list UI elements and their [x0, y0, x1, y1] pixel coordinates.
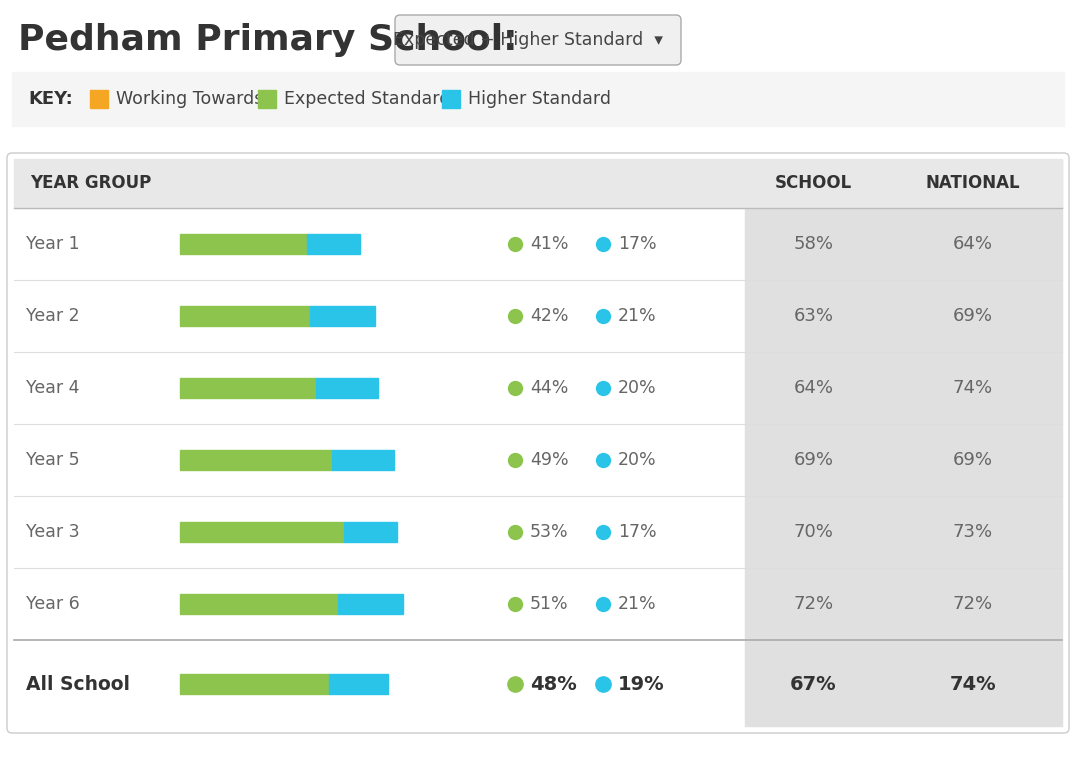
Bar [310, 306, 376, 326]
Text: 21%: 21% [618, 307, 656, 325]
Text: 44%: 44% [530, 379, 568, 397]
Text: 48%: 48% [530, 675, 577, 694]
Text: KEY:: KEY: [28, 90, 73, 108]
Bar [307, 234, 359, 254]
Bar [14, 159, 1062, 208]
Text: 72%: 72% [793, 595, 834, 613]
Text: 69%: 69% [793, 451, 834, 469]
Text: Year 4: Year 4 [26, 379, 80, 397]
Text: SCHOOL: SCHOOL [775, 174, 852, 192]
Text: 74%: 74% [953, 379, 993, 397]
Bar [180, 674, 329, 694]
Text: 19%: 19% [618, 675, 665, 694]
Text: 69%: 69% [953, 451, 993, 469]
Text: YEAR GROUP: YEAR GROUP [30, 174, 152, 192]
Text: 51%: 51% [530, 595, 568, 613]
Text: Expected + Higher Standard  ▾: Expected + Higher Standard ▾ [393, 31, 663, 49]
Text: 69%: 69% [953, 307, 993, 325]
Bar [344, 522, 397, 542]
Text: 58%: 58% [793, 235, 834, 253]
Bar [180, 450, 331, 470]
Text: Expected Standard: Expected Standard [284, 90, 451, 108]
Text: 53%: 53% [530, 523, 568, 541]
Text: 17%: 17% [618, 235, 656, 253]
Text: 20%: 20% [618, 379, 656, 397]
Bar [180, 306, 310, 326]
Text: 74%: 74% [950, 675, 996, 694]
Text: 72%: 72% [953, 595, 993, 613]
Text: 63%: 63% [793, 307, 834, 325]
Text: 17%: 17% [618, 523, 656, 541]
Text: 20%: 20% [618, 451, 656, 469]
Bar [441, 90, 459, 108]
Text: 64%: 64% [953, 235, 993, 253]
Text: 70%: 70% [794, 523, 834, 541]
Bar [316, 378, 379, 398]
Text: Year 5: Year 5 [26, 451, 80, 469]
Text: Year 6: Year 6 [26, 595, 80, 613]
Bar [258, 90, 277, 108]
Bar [745, 160, 1062, 726]
Text: 64%: 64% [793, 379, 834, 397]
Bar [180, 378, 316, 398]
Text: Pedham Primary School:: Pedham Primary School: [18, 23, 518, 57]
Text: Year 3: Year 3 [26, 523, 80, 541]
Bar [338, 594, 404, 614]
Text: All School: All School [26, 675, 130, 694]
Text: 41%: 41% [530, 235, 568, 253]
Bar [331, 450, 394, 470]
Text: Year 1: Year 1 [26, 235, 80, 253]
Bar [180, 522, 344, 542]
Bar [90, 90, 108, 108]
Text: 21%: 21% [618, 595, 656, 613]
FancyBboxPatch shape [8, 153, 1068, 733]
Text: NATIONAL: NATIONAL [925, 174, 1020, 192]
Bar [180, 234, 307, 254]
Text: Higher Standard: Higher Standard [468, 90, 610, 108]
Bar [180, 594, 338, 614]
Bar [329, 674, 387, 694]
Text: 49%: 49% [530, 451, 568, 469]
Text: 42%: 42% [530, 307, 568, 325]
Text: 73%: 73% [953, 523, 993, 541]
FancyBboxPatch shape [395, 15, 681, 65]
Text: Working Towards: Working Towards [116, 90, 264, 108]
Text: 67%: 67% [790, 675, 837, 694]
Bar [12, 72, 1064, 126]
Text: Year 2: Year 2 [26, 307, 80, 325]
